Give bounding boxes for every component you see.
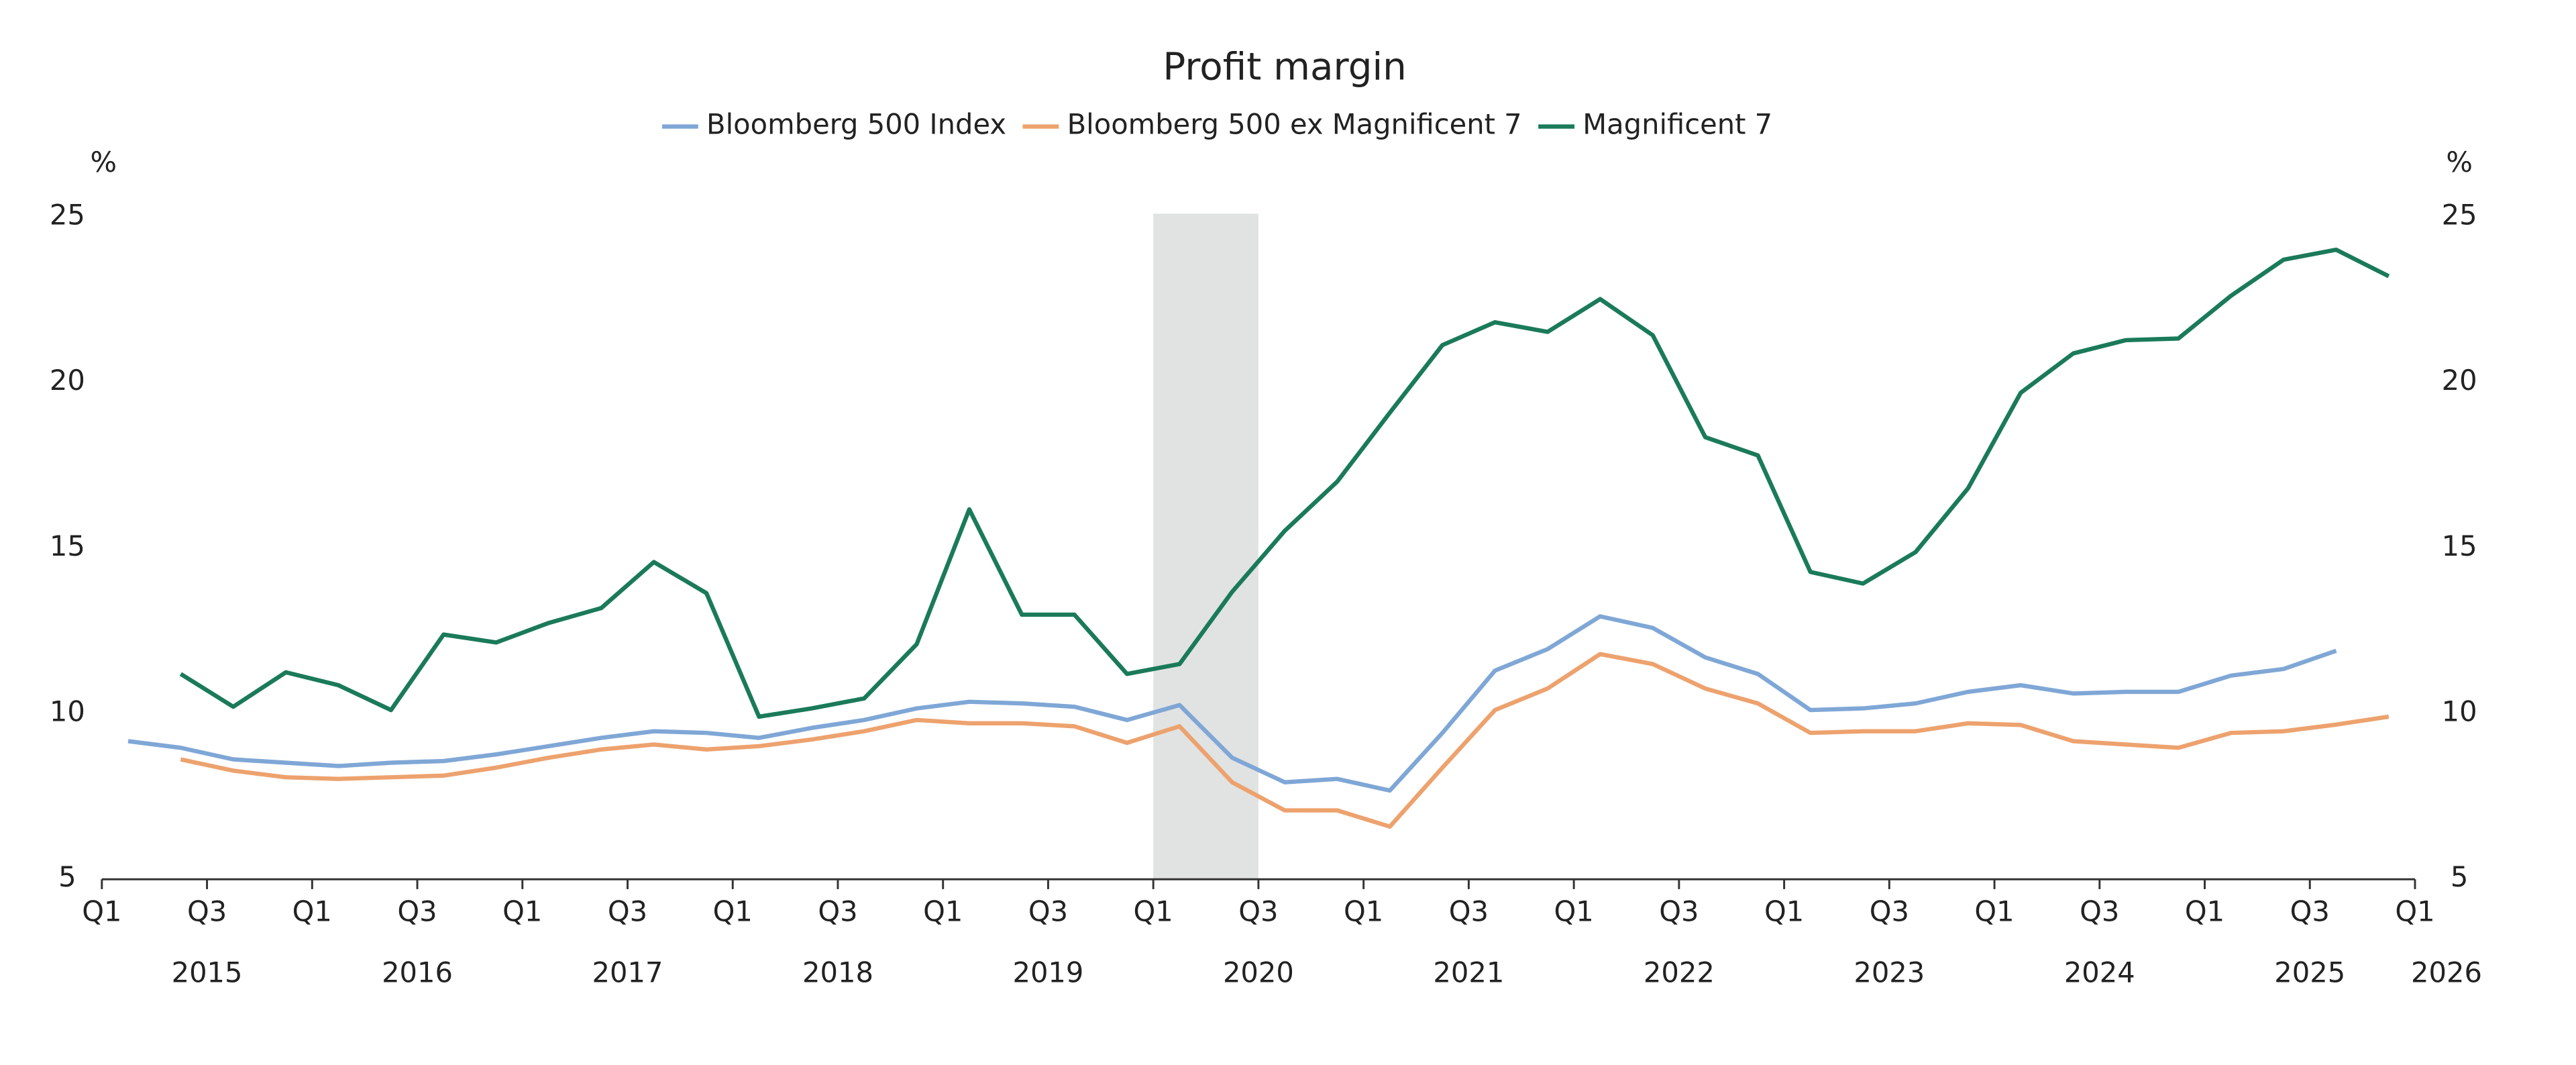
x-tick-label: Q1 bbox=[923, 895, 963, 928]
x-tick-label: Q3 bbox=[1238, 895, 1278, 928]
x-year-label: 2020 bbox=[1223, 956, 1294, 988]
x-year-label: 2022 bbox=[1644, 956, 1715, 988]
x-tick-label: Q1 bbox=[82, 895, 121, 928]
legend-label: Magnificent 7 bbox=[1582, 108, 1772, 141]
y-tick-label: 15 bbox=[50, 529, 85, 562]
x-year-label: 2026 bbox=[2411, 956, 2482, 988]
legend-label: Bloomberg 500 Index bbox=[706, 108, 1006, 141]
x-tick-label: Q1 bbox=[2185, 895, 2224, 928]
y2-tick-label: 10 bbox=[2442, 695, 2477, 728]
x-year-label: 2015 bbox=[172, 956, 243, 988]
x-tick-label: Q3 bbox=[1659, 895, 1699, 928]
x-tick-label: Q3 bbox=[1028, 895, 1068, 928]
series-line bbox=[180, 652, 2390, 829]
y-axis-label: % bbox=[91, 146, 117, 179]
y2-tick-label: 5 bbox=[2451, 860, 2468, 893]
x-tick-label: Q1 bbox=[2395, 895, 2434, 928]
chart-title: Profit margin bbox=[1163, 46, 1406, 89]
x-year-label: 2024 bbox=[2064, 956, 2135, 988]
y-tick-label: 5 bbox=[58, 860, 76, 893]
y2-tick-label: 15 bbox=[2442, 529, 2477, 562]
series-line bbox=[179, 247, 2390, 719]
x-year-label: 2021 bbox=[1433, 956, 1504, 988]
x-year-label: 2018 bbox=[802, 956, 873, 988]
x-tick-label: Q1 bbox=[1764, 895, 1804, 928]
x-year-label: 2023 bbox=[1854, 956, 1925, 988]
y2-tick-label: 25 bbox=[2442, 198, 2477, 231]
x-year-label: 2017 bbox=[592, 956, 663, 988]
x-tick-label: Q3 bbox=[187, 895, 227, 928]
series-line bbox=[127, 614, 2337, 793]
x-tick-label: Q1 bbox=[292, 895, 332, 928]
x-tick-label: Q1 bbox=[1554, 895, 1593, 928]
y-tick-label: 20 bbox=[50, 364, 85, 397]
x-tick-label: Q3 bbox=[1870, 895, 1909, 928]
x-tick-label: Q1 bbox=[1344, 895, 1383, 928]
shaded-region bbox=[1153, 213, 1258, 880]
x-tick-label: Q3 bbox=[818, 895, 857, 928]
x-year-label: 2019 bbox=[1012, 956, 1083, 988]
x-tick-label: Q3 bbox=[1449, 895, 1489, 928]
x-tick-label: Q1 bbox=[713, 895, 753, 928]
y2-axis-label: % bbox=[2446, 146, 2473, 179]
x-tick-label: Q3 bbox=[2080, 895, 2119, 928]
x-tick-label: Q1 bbox=[502, 895, 542, 928]
x-tick-label: Q1 bbox=[1134, 895, 1173, 928]
legend-label: Bloomberg 500 ex Magnificent 7 bbox=[1067, 108, 1522, 141]
x-year-label: 2025 bbox=[2274, 956, 2345, 988]
y-tick-label: 25 bbox=[50, 198, 85, 231]
x-year-label: 2016 bbox=[382, 956, 453, 988]
x-tick-label: Q1 bbox=[1974, 895, 2014, 928]
x-tick-label: Q3 bbox=[2290, 895, 2330, 928]
x-tick-label: Q3 bbox=[608, 895, 647, 928]
y2-tick-label: 20 bbox=[2442, 364, 2477, 397]
y-tick-label: 10 bbox=[50, 695, 85, 728]
x-tick-label: Q3 bbox=[397, 895, 437, 928]
